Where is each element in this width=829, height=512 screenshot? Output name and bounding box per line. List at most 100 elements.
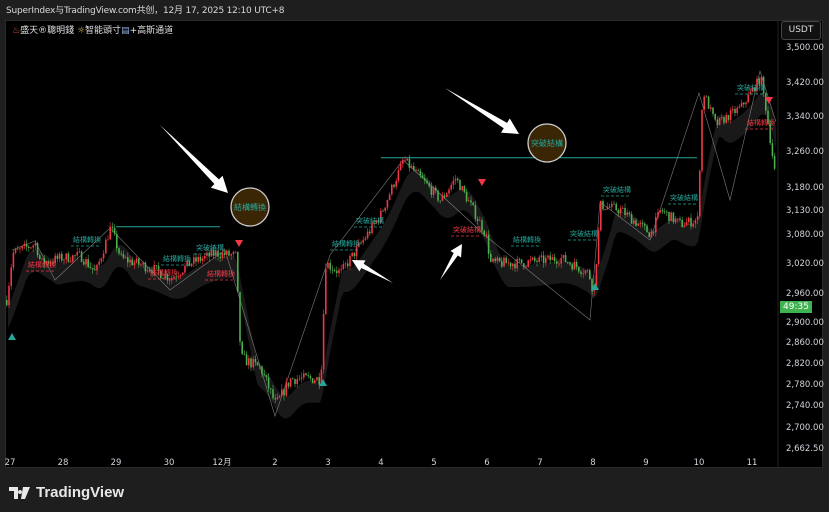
candle — [182, 272, 184, 275]
candle — [8, 286, 10, 306]
candle — [39, 255, 41, 260]
candle — [470, 200, 472, 203]
candle — [600, 200, 602, 231]
sun-icon: ☼ — [76, 26, 86, 36]
currency-button[interactable]: USDT — [781, 21, 821, 40]
candle — [142, 262, 144, 265]
candle — [190, 263, 193, 267]
candle — [413, 166, 415, 171]
candle — [94, 269, 96, 271]
candle — [43, 258, 45, 264]
candle — [573, 262, 576, 270]
candle — [417, 169, 419, 171]
candle — [479, 220, 481, 222]
candle — [729, 110, 732, 120]
candle — [547, 255, 549, 258]
candle — [85, 259, 87, 265]
candle — [402, 161, 404, 164]
candle — [683, 225, 686, 228]
candle — [45, 261, 48, 264]
time-tick-label: 28 — [58, 458, 69, 468]
candle — [80, 251, 83, 262]
callout-circle — [230, 187, 270, 227]
candle — [670, 212, 672, 222]
candle — [738, 106, 741, 108]
candle — [47, 261, 50, 264]
candle — [98, 261, 100, 265]
candle — [325, 268, 327, 314]
candle — [14, 248, 17, 253]
candle — [336, 270, 338, 274]
candle — [124, 257, 127, 259]
candle — [556, 261, 558, 264]
candle — [743, 102, 745, 105]
price-axis: 3,500.00 3,420.00 3,340.00 3,260.00 3,180.00… — [786, 43, 824, 454]
candle — [674, 218, 677, 223]
candle — [153, 265, 155, 274]
structure-label: 突破結構 — [603, 185, 631, 194]
candle — [626, 212, 628, 216]
structure-label: 突破結構 — [196, 243, 224, 252]
candle — [23, 243, 26, 247]
candle — [87, 259, 89, 268]
candle — [716, 119, 719, 125]
candle — [272, 389, 274, 399]
pointer-arrow-icon — [445, 88, 519, 134]
candle — [562, 255, 565, 258]
candle — [494, 258, 496, 261]
time-tick-label: 9 — [643, 458, 648, 468]
candle — [322, 313, 325, 370]
candle — [540, 255, 543, 258]
bar-icon: ▤ — [121, 26, 130, 36]
candle — [127, 257, 129, 263]
tradingview-logo[interactable]: TradingView — [9, 484, 124, 501]
candle — [734, 109, 736, 114]
candle — [52, 262, 54, 264]
candle — [50, 262, 52, 264]
candle — [391, 184, 393, 195]
candle — [34, 243, 37, 246]
candle — [644, 223, 646, 226]
candle — [617, 210, 620, 214]
candle — [520, 259, 523, 264]
candle — [758, 78, 760, 85]
sell-signal-triangle-icon — [765, 97, 773, 104]
candle — [395, 180, 397, 187]
candle — [32, 245, 34, 248]
time-tick-label: 10 — [694, 458, 705, 468]
candle — [91, 268, 94, 270]
candle — [195, 257, 197, 262]
candle — [415, 169, 417, 171]
indicator-legend[interactable]: ♨盛天®聰明錢 ☼智能頭寸▤+高斯通道 — [12, 23, 173, 36]
candle — [463, 186, 466, 192]
candle — [450, 184, 452, 190]
candle — [146, 270, 149, 272]
candle — [327, 262, 329, 269]
time-tick-label: 2 — [272, 458, 277, 468]
candle — [278, 395, 281, 398]
candle — [67, 253, 70, 262]
candle — [109, 226, 111, 240]
candle — [168, 280, 171, 282]
time-axis: 27 28 29 30 12月 2 3 4 5 6 7 8 9 10 11 — [5, 458, 758, 468]
candle — [353, 252, 356, 257]
price-tick-label: 3,130.00 — [786, 206, 824, 216]
candle — [329, 262, 331, 270]
candle — [351, 252, 353, 256]
candle — [241, 341, 243, 354]
candle — [696, 216, 699, 221]
price-tick-label: 2,740.00 — [786, 401, 824, 411]
candle — [349, 255, 351, 267]
candle — [366, 231, 369, 239]
candle — [529, 259, 532, 261]
candle — [171, 278, 173, 281]
price-tick-label: 2,860.00 — [786, 338, 824, 348]
candle — [69, 261, 72, 263]
countdown-badge: 49:35 — [780, 301, 812, 313]
buy-signal-triangle-icon — [319, 379, 327, 386]
candle — [63, 259, 65, 261]
candle — [197, 256, 199, 262]
hot-springs-icon: ♨ — [12, 26, 21, 36]
candle — [602, 200, 604, 210]
